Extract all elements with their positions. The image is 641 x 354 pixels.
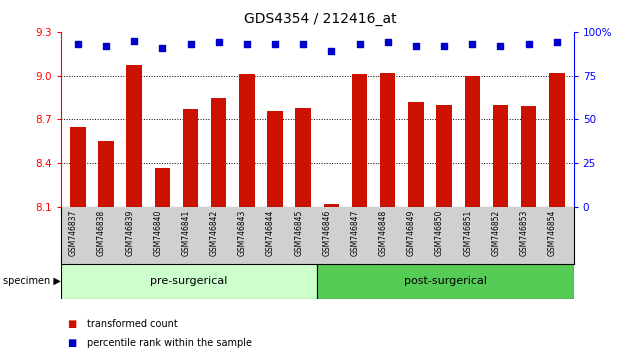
Point bbox=[326, 48, 337, 54]
Text: GSM746853: GSM746853 bbox=[520, 210, 529, 256]
Point bbox=[101, 43, 111, 49]
Bar bbox=[549, 73, 565, 207]
Bar bbox=[61, 264, 317, 299]
Text: GSM746844: GSM746844 bbox=[266, 210, 275, 256]
Text: specimen ▶: specimen ▶ bbox=[3, 276, 61, 286]
Bar bbox=[126, 65, 142, 207]
Point bbox=[298, 41, 308, 47]
Text: GSM746842: GSM746842 bbox=[210, 210, 219, 256]
Text: GSM746837: GSM746837 bbox=[69, 210, 78, 256]
Bar bbox=[352, 74, 367, 207]
Bar bbox=[211, 98, 226, 207]
Bar bbox=[317, 264, 574, 299]
Text: GSM746847: GSM746847 bbox=[351, 210, 360, 256]
Point bbox=[270, 41, 280, 47]
Text: GSM746839: GSM746839 bbox=[125, 210, 134, 256]
Point bbox=[157, 45, 167, 51]
Point bbox=[383, 40, 393, 45]
Text: GSM746852: GSM746852 bbox=[492, 210, 501, 256]
Point bbox=[552, 40, 562, 45]
Point bbox=[213, 40, 224, 45]
Bar bbox=[183, 109, 198, 207]
Point bbox=[354, 41, 365, 47]
Text: pre-surgerical: pre-surgerical bbox=[151, 276, 228, 286]
Point bbox=[129, 38, 139, 44]
Bar bbox=[493, 105, 508, 207]
Point bbox=[495, 43, 506, 49]
Point bbox=[411, 43, 421, 49]
Text: GSM746845: GSM746845 bbox=[294, 210, 303, 256]
Text: percentile rank within the sample: percentile rank within the sample bbox=[87, 338, 251, 348]
Bar bbox=[239, 74, 254, 207]
Point bbox=[242, 41, 252, 47]
Text: GSM746848: GSM746848 bbox=[379, 210, 388, 256]
Bar bbox=[521, 106, 537, 207]
Point bbox=[185, 41, 196, 47]
Bar bbox=[70, 127, 85, 207]
Text: ■: ■ bbox=[67, 338, 76, 348]
Bar bbox=[380, 73, 395, 207]
Bar bbox=[267, 111, 283, 207]
Bar bbox=[324, 204, 339, 207]
Text: GDS4354 / 212416_at: GDS4354 / 212416_at bbox=[244, 12, 397, 27]
Point bbox=[72, 41, 83, 47]
Bar bbox=[98, 141, 113, 207]
Text: GSM746851: GSM746851 bbox=[463, 210, 472, 256]
Text: GSM746840: GSM746840 bbox=[153, 210, 162, 256]
Point bbox=[524, 41, 534, 47]
Bar bbox=[154, 168, 170, 207]
Text: GSM746838: GSM746838 bbox=[97, 210, 106, 256]
Text: GSM746841: GSM746841 bbox=[181, 210, 190, 256]
Text: GSM746843: GSM746843 bbox=[238, 210, 247, 256]
Bar bbox=[296, 108, 311, 207]
Text: GSM746850: GSM746850 bbox=[435, 210, 444, 256]
Bar bbox=[437, 105, 452, 207]
Text: ■: ■ bbox=[67, 319, 76, 329]
Text: GSM746849: GSM746849 bbox=[407, 210, 416, 256]
Text: post-surgerical: post-surgerical bbox=[404, 276, 487, 286]
Text: transformed count: transformed count bbox=[87, 319, 178, 329]
Point bbox=[467, 41, 478, 47]
Bar bbox=[465, 76, 480, 207]
Bar bbox=[408, 102, 424, 207]
Text: GSM746846: GSM746846 bbox=[322, 210, 331, 256]
Point bbox=[439, 43, 449, 49]
Text: GSM746854: GSM746854 bbox=[548, 210, 557, 256]
